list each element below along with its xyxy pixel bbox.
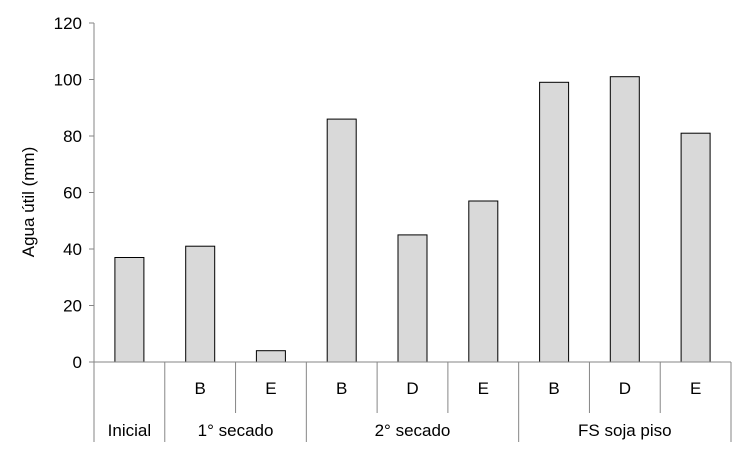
bar-0 (114, 257, 145, 363)
bars-group (114, 76, 711, 363)
x-sub-label-6: B (548, 379, 559, 398)
y-tick-label-4: 80 (63, 127, 82, 146)
y-tick-label-1: 20 (63, 297, 82, 316)
x-sub-label-1: B (194, 379, 205, 398)
y-tick-label-2: 40 (63, 240, 82, 259)
bar-8 (680, 132, 711, 363)
x-group-label-3: FS soja piso (578, 421, 672, 440)
x-sub-label-8: E (690, 379, 701, 398)
x-sub-label-7: D (619, 379, 631, 398)
x-sub-label-5: E (478, 379, 489, 398)
x-sub-label-2: E (265, 379, 276, 398)
bar-2 (255, 350, 286, 363)
bar-6 (539, 81, 570, 363)
bar-4 (397, 234, 428, 363)
y-axis: 0 20 40 60 80 100 120 (54, 14, 95, 372)
y-tick-label-0: 0 (73, 353, 82, 372)
bar-1 (185, 245, 216, 363)
x-group-label-1: 1° secado (198, 421, 274, 440)
y-tick-label-5: 100 (54, 71, 82, 90)
x-group-label-2: 2° secado (375, 421, 451, 440)
bar-5 (468, 200, 499, 363)
x-sub-label-3: B (336, 379, 347, 398)
x-axis: B E B D E B D E Inicial 1° secado 2° secado FS soja… (93, 361, 732, 442)
y-tick-label-3: 60 (63, 184, 82, 203)
y-axis-title: Agua útil (mm) (19, 147, 38, 258)
x-group-label-0: Inicial (108, 421, 151, 440)
bar-3 (326, 118, 357, 363)
x-sub-label-4: D (406, 379, 418, 398)
y-tick-label-6: 120 (54, 14, 82, 33)
bar-7 (609, 76, 640, 363)
